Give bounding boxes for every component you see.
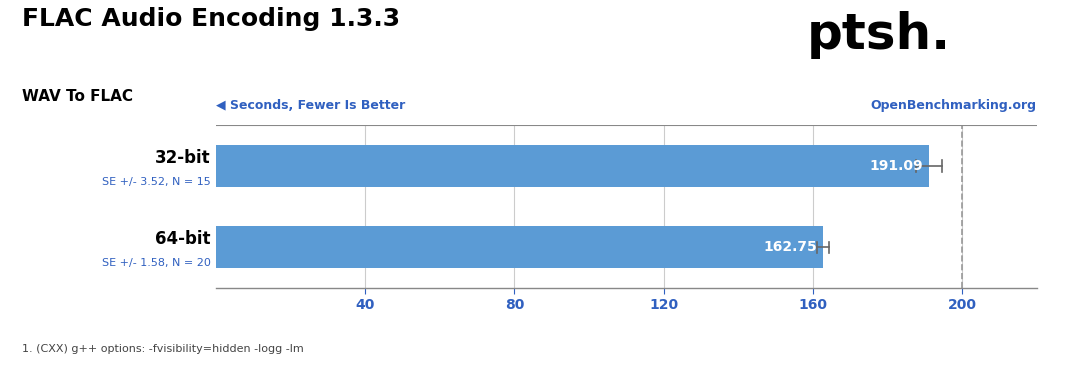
Text: SE +/- 1.58, N = 20: SE +/- 1.58, N = 20 (102, 258, 211, 269)
Text: WAV To FLAC: WAV To FLAC (22, 89, 133, 104)
Bar (216, 145, 929, 187)
Bar (216, 226, 823, 268)
Text: OpenBenchmarking.org: OpenBenchmarking.org (870, 100, 1037, 113)
Text: SE +/- 3.52, N = 15: SE +/- 3.52, N = 15 (102, 177, 211, 187)
Text: FLAC Audio Encoding 1.3.3: FLAC Audio Encoding 1.3.3 (22, 7, 400, 31)
Text: 64-bit: 64-bit (154, 230, 211, 248)
Text: ◀ Seconds, Fewer Is Better: ◀ Seconds, Fewer Is Better (216, 100, 405, 113)
Text: 162.75: 162.75 (764, 240, 818, 254)
Text: 191.09: 191.09 (869, 159, 923, 173)
Text: 32-bit: 32-bit (154, 149, 211, 167)
Text: 1. (CXX) g++ options: -fvisibility=hidden -logg -lm: 1. (CXX) g++ options: -fvisibility=hidde… (22, 344, 303, 354)
Text: ptsh.: ptsh. (807, 11, 950, 59)
